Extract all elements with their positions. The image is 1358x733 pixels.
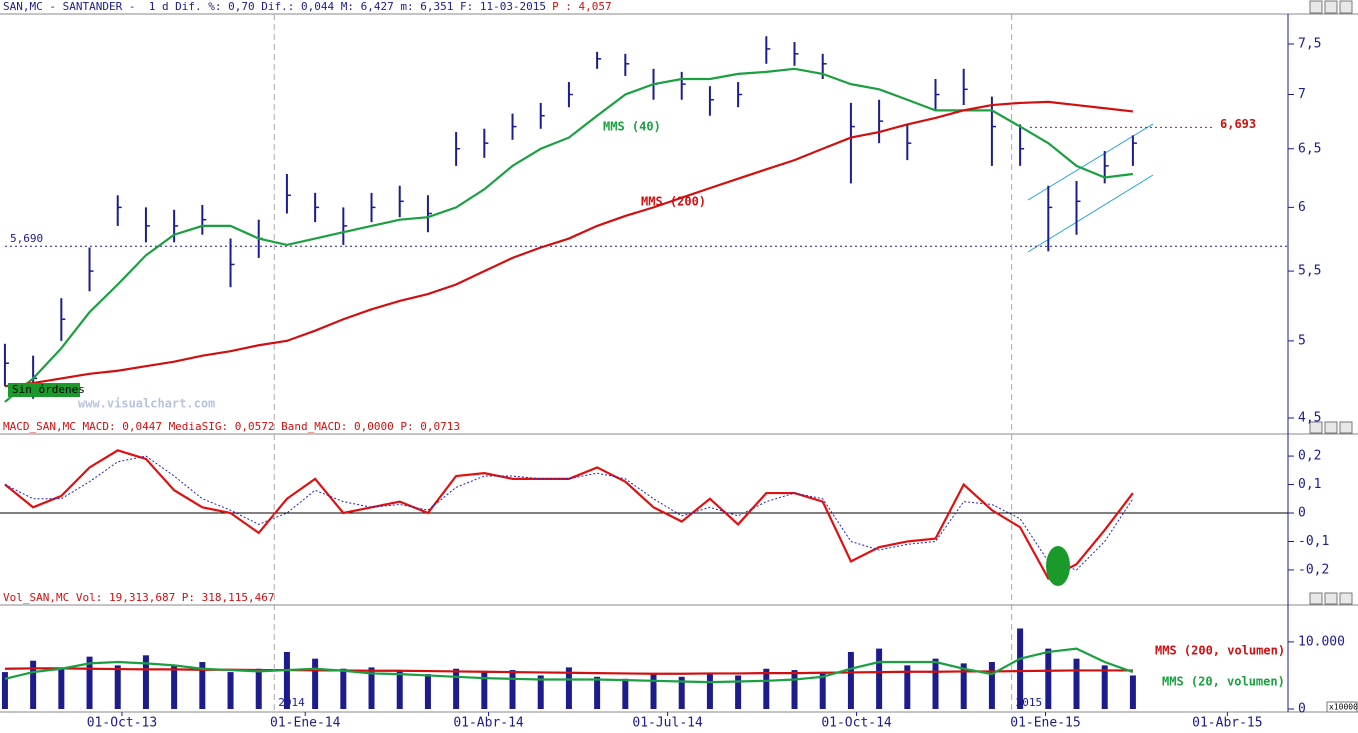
level-label: 6,693 [1220, 117, 1256, 131]
x-tick-label: 01-Oct-14 [821, 716, 892, 731]
y-tick-label: 0 [1298, 506, 1306, 521]
volume-bar [678, 676, 685, 709]
y-tick-label: 5 [1298, 333, 1306, 348]
volume-bar [565, 667, 572, 709]
volume-bar [255, 668, 262, 709]
volume-bar [622, 678, 629, 709]
y-tick-label: -0,1 [1298, 534, 1329, 549]
y-tick-label: 0,2 [1298, 449, 1321, 464]
watermark: www.visualchart.com [78, 397, 215, 411]
highlight-ellipse [1046, 546, 1070, 586]
panel [1, 628, 1136, 709]
volume-title: Vol_SAN,MC Vol: 19,313,687 P: 318,115,46… [3, 591, 275, 604]
volume-bar [960, 663, 967, 709]
y-tick-label: 7,5 [1298, 37, 1321, 52]
channel-line [1027, 174, 1154, 253]
volume-bar [227, 672, 234, 709]
ma-line [4, 647, 1134, 684]
price-title: SAN,MC - SANTANDER - 1 d Dif. %: 0,70 Di… [3, 0, 546, 13]
volume-bar [114, 665, 121, 709]
volume-bar [932, 658, 939, 709]
x-tick-label: 01-Oct-13 [87, 716, 157, 731]
volume-bar [424, 674, 431, 709]
y-tick-label: 6 [1298, 200, 1306, 215]
x-tick-label: 01-Ene-14 [270, 716, 341, 731]
x-tick-label: 01-Abr-14 [453, 716, 524, 731]
volume-bar [1073, 658, 1080, 709]
x-tick-label: 01-Jul-14 [632, 716, 703, 731]
series-label: MMS (40) [603, 120, 661, 134]
volume-bar [1129, 675, 1136, 709]
volume-bar [142, 655, 149, 709]
volume-bar [904, 665, 911, 709]
status-box [8, 383, 80, 397]
volume-bar [1017, 628, 1024, 709]
volume-bar [453, 668, 460, 709]
volume-bar [594, 676, 601, 709]
volume-bar [1101, 665, 1108, 709]
year-label: 2014 [278, 696, 305, 709]
window-buttons[interactable] [1309, 0, 1353, 605]
year-label: 2015 [1016, 696, 1042, 709]
y-tick-label: -0,2 [1298, 562, 1329, 577]
volume-bar [763, 668, 770, 709]
y-tick-label: 7 [1298, 87, 1306, 102]
x-tick-label: 01-Abr-15 [1192, 716, 1262, 731]
volume-bar [876, 648, 883, 709]
unit-box [1326, 701, 1358, 713]
ma-line [4, 449, 1134, 580]
ma-line [4, 67, 1134, 403]
unit-label: x10000 [1329, 703, 1358, 712]
macd-title: MACD_SAN,MC MACD: 0,0447 MediaSIG: 0,057… [3, 420, 460, 433]
volume-bar [30, 660, 37, 709]
volume-bar [791, 670, 798, 709]
y-tick-label: 4,5 [1298, 411, 1321, 426]
volume-bar [283, 651, 290, 709]
volume-bar [396, 670, 403, 709]
volume-bar [340, 668, 347, 709]
volume-bar [1, 672, 8, 709]
ma-line [4, 100, 1134, 388]
volume-bar [312, 658, 319, 709]
series-label: MMS (20, volumen) [1162, 675, 1285, 689]
volume-bar [1045, 648, 1052, 709]
status-text: Sin órdenes [12, 383, 85, 396]
series-label: MMS (200, volumen) [1155, 644, 1285, 658]
volume-bar [847, 651, 854, 709]
y-tick-label: 0 [1298, 702, 1306, 717]
volume-bar [199, 662, 206, 709]
y-tick-label: 10.000 [1298, 634, 1345, 649]
panel [3, 36, 1288, 403]
volume-bar [537, 675, 544, 709]
price-header: SAN,MC - SANTANDER - 1 d Dif. %: 0,70 Di… [3, 0, 612, 13]
header-bar [0, 0, 1358, 14]
volume-bar [481, 672, 488, 709]
volume-bar [988, 662, 995, 709]
y-tick-label: 6,5 [1298, 141, 1321, 156]
volume-bar [650, 674, 657, 709]
x-tick-label: 01-Ene-15 [1010, 716, 1080, 731]
volume-bar [171, 664, 178, 709]
channel-line [1027, 123, 1154, 201]
ma-line [4, 667, 1133, 675]
volume-bar [706, 674, 713, 709]
volume-bar [509, 670, 516, 709]
volume-bar [368, 667, 375, 709]
series-label: MMS (200) [641, 195, 706, 209]
volume-bar [86, 656, 93, 709]
volume-bar [735, 675, 742, 709]
y-tick-label: 0,1 [1298, 477, 1321, 492]
y-tick-label: 5,5 [1298, 264, 1321, 279]
panel [0, 449, 1288, 580]
volume-bar [819, 672, 826, 709]
level-label: 5,690 [10, 232, 43, 245]
price-last: P : 4,057 [552, 0, 612, 13]
volume-bar [58, 668, 65, 709]
